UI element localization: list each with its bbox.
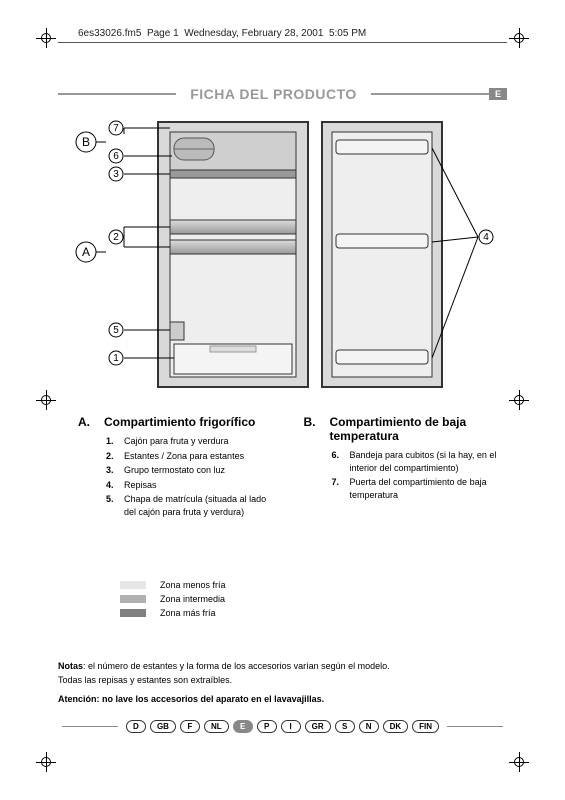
- lang-pill-f[interactable]: F: [180, 720, 200, 733]
- svg-text:6: 6: [113, 151, 119, 162]
- svg-text:4: 4: [483, 232, 489, 243]
- lang-pill-fin[interactable]: FIN: [412, 720, 439, 733]
- legend-label: Zona menos fría: [160, 580, 226, 590]
- title-rule: [371, 93, 489, 95]
- list-item-text: Repisas: [124, 479, 157, 492]
- list-item-num: 1.: [106, 435, 118, 448]
- header-time: 5:05 PM: [329, 28, 366, 39]
- list-item-num: 3.: [106, 464, 118, 477]
- crop-mark: [36, 390, 56, 410]
- list-item: 3. Grupo termostato con luz: [106, 464, 280, 477]
- notes: Notas: el número de estantes y la forma …: [58, 660, 507, 707]
- title-lang-badge: E: [489, 88, 507, 100]
- fridge-svg: 7 6 3 2 5 1 4 A B: [58, 112, 507, 402]
- header-filename: 6es33026.fm5: [78, 28, 141, 39]
- section-a: A. Compartimiento frigorífico 1. Cajón pa…: [78, 415, 280, 521]
- section-b: B. Compartimiento de baja temperatura 6.…: [304, 415, 506, 521]
- fridge-diagram: 7 6 3 2 5 1 4 A B: [58, 112, 507, 402]
- list-item-num: 2.: [106, 450, 118, 463]
- lang-pill-nl[interactable]: NL: [204, 720, 229, 733]
- lang-pill-p[interactable]: P: [257, 720, 277, 733]
- list-item: 6.Bandeja para cubitos (si la hay, en el…: [332, 449, 506, 474]
- lang-pill-s[interactable]: S: [335, 720, 355, 733]
- lang-pill-d[interactable]: D: [126, 720, 146, 733]
- list-item: 5.Chapa de matrícula (situada al lado de…: [106, 493, 280, 518]
- notes-text1: : el número de estantes y la forma de lo…: [83, 661, 390, 671]
- list-item: 2. Estantes / Zona para estantes: [106, 450, 280, 463]
- title-row: FICHA DEL PRODUCTO E: [58, 86, 507, 102]
- legend-label: Zona intermedia: [160, 594, 225, 604]
- list-item: 7.Puerta del compartimiento de baja temp…: [332, 476, 506, 501]
- page-title: FICHA DEL PRODUCTO: [176, 86, 371, 102]
- lang-pill-n[interactable]: N: [359, 720, 379, 733]
- lang-pill-dk[interactable]: DK: [383, 720, 409, 733]
- list-item-num: 6.: [332, 449, 344, 474]
- list-item-text: Puerta del compartimiento de baja temper…: [350, 476, 506, 501]
- section-a-list: 1. Cajón para fruta y verdura 2. Estantes /…: [78, 435, 280, 519]
- list-item-text: Grupo termostato con luz: [124, 464, 225, 477]
- legend-row: Zona intermedia: [120, 594, 226, 604]
- svg-text:A: A: [82, 245, 90, 259]
- svg-text:2: 2: [113, 232, 119, 243]
- legend-label: Zona más fría: [160, 608, 216, 618]
- header-rule: [58, 42, 507, 43]
- language-selector: D GB F NL EPI GR SN DKFIN: [58, 720, 507, 733]
- list-item-text: Estantes / Zona para estantes: [124, 450, 244, 463]
- svg-text:7: 7: [113, 123, 119, 134]
- section-a-letter: A.: [78, 415, 90, 429]
- list-item-num: 4.: [106, 479, 118, 492]
- list-item: 4. Repisas: [106, 479, 280, 492]
- lang-pill-gb[interactable]: GB: [150, 720, 176, 733]
- legend-row: Zona más fría: [120, 608, 226, 618]
- list-item-num: 5.: [106, 493, 118, 518]
- svg-text:B: B: [82, 135, 90, 149]
- temperature-legend: Zona menos fría Zona intermedia Zona más f…: [120, 580, 226, 622]
- crop-mark: [509, 28, 529, 48]
- list-item-text: Cajón para fruta y verdura: [124, 435, 229, 448]
- list-item-text: Bandeja para cubitos (si la hay, en el i…: [350, 449, 506, 474]
- svg-text:3: 3: [113, 169, 119, 180]
- legend-swatch: [120, 581, 146, 589]
- lang-pill-gr[interactable]: GR: [305, 720, 331, 733]
- crop-mark: [36, 752, 56, 772]
- lang-pill-i[interactable]: I: [281, 720, 301, 733]
- list-item-num: 7.: [332, 476, 344, 501]
- section-b-list: 6.Bandeja para cubitos (si la hay, en el…: [304, 449, 506, 501]
- title-rule: [58, 93, 176, 95]
- svg-text:5: 5: [113, 325, 119, 336]
- crop-mark: [509, 390, 529, 410]
- sections: A. Compartimiento frigorífico 1. Cajón pa…: [78, 415, 505, 521]
- notes-line1: Notas: el número de estantes y la forma …: [58, 660, 507, 674]
- legend-swatch: [120, 609, 146, 617]
- section-a-title: Compartimiento frigorífico: [104, 415, 255, 429]
- list-item-text: Chapa de matrícula (situada al lado del …: [124, 493, 280, 518]
- section-b-title: Compartimiento de baja temperatura: [330, 415, 506, 443]
- header-page: Page 1: [147, 28, 179, 39]
- crop-mark: [36, 28, 56, 48]
- section-b-letter: B.: [304, 415, 316, 443]
- svg-text:1: 1: [113, 353, 119, 364]
- notes-text2: Todas las repisas y estantes son extraíb…: [58, 674, 507, 688]
- lang-pill-e[interactable]: E: [233, 720, 253, 733]
- legend-swatch: [120, 595, 146, 603]
- page: 6es33026.fm5 Page 1 Wednesday, February …: [0, 0, 565, 800]
- legend-row: Zona menos fría: [120, 580, 226, 590]
- attention-text: Atención: no lave los accesorios del apa…: [58, 693, 507, 707]
- notes-label: Notas: [58, 661, 83, 671]
- header-text: 6es33026.fm5 Page 1 Wednesday, February …: [78, 28, 366, 39]
- crop-mark: [509, 752, 529, 772]
- header-date: Wednesday, February 28, 2001: [184, 28, 323, 39]
- list-item: 1. Cajón para fruta y verdura: [106, 435, 280, 448]
